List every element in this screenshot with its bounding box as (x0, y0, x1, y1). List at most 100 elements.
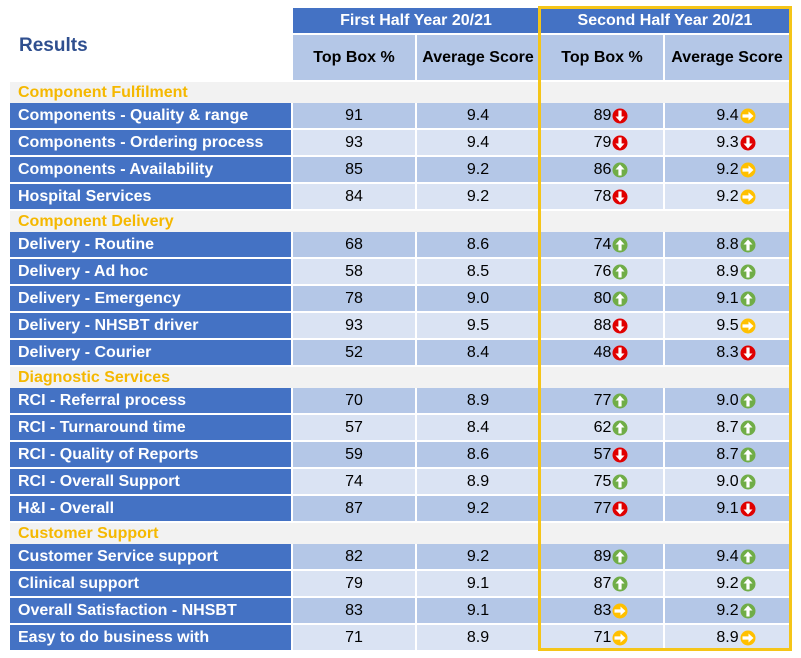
h2-top-box-cell-value: 80 (593, 289, 612, 307)
h1-average-score-cell: 8.9 (417, 388, 539, 413)
row-label: Delivery - Emergency (10, 286, 291, 311)
h1-top-box-cell: 78 (293, 286, 415, 311)
arrow-up-icon (612, 393, 628, 408)
h2-average-score-header: Average Score (665, 35, 789, 80)
h1-average-score-cell-value: 9.4 (466, 106, 490, 124)
page-title: Results (19, 35, 88, 56)
arrow-up-icon (740, 576, 756, 591)
h1-average-score-cell-value: 8.9 (466, 472, 490, 490)
row-label: Delivery - Routine (10, 232, 291, 257)
h1-average-score-cell: 9.2 (417, 544, 539, 569)
arrow-right-icon (740, 162, 756, 177)
h2-average-score-cell: 8.7 (665, 415, 789, 440)
h2-average-score-cell: 8.7 (665, 442, 789, 467)
arrow-down-icon (612, 501, 628, 516)
h2-top-box-cell-value: 76 (593, 262, 612, 280)
h1-top-box-cell: 79 (293, 571, 415, 596)
arrow-up-icon (740, 237, 756, 252)
row-label: Delivery - Courier (10, 340, 291, 365)
h2-top-box-cell-value: 71 (593, 628, 612, 646)
h2-average-score-cell: 9.4 (665, 544, 789, 569)
h1-average-score-cell-value: 8.6 (466, 235, 490, 253)
h2-average-score-cell-value: 9.0 (716, 472, 739, 490)
h1-top-box-cell: 93 (293, 130, 415, 155)
h2-top-box-cell: 75 (541, 469, 663, 494)
arrow-down-icon (612, 318, 628, 333)
h2-top-box-cell: 78 (541, 184, 663, 209)
h1-top-box-cell: 87 (293, 496, 415, 521)
h2-top-box-cell: 79 (541, 130, 663, 155)
h1-average-score-cell-value: 8.4 (466, 343, 490, 361)
h2-average-score-cell: 9.5 (665, 313, 789, 338)
row-label: Customer Service support (10, 544, 291, 569)
arrow-up-icon (740, 549, 756, 564)
h1-top-box-cell-value: 52 (345, 343, 363, 361)
h2-top-box-cell-value: 77 (593, 499, 612, 517)
arrow-down-icon (612, 345, 628, 360)
h2-top-box-cell: 83 (541, 598, 663, 623)
h1-top-box-cell: 58 (293, 259, 415, 284)
h2-top-box-cell: 71 (541, 625, 663, 650)
h2-top-box-cell-value: 74 (593, 235, 612, 253)
row-label: Components - Quality & range (10, 103, 291, 128)
h1-top-box-cell: 70 (293, 388, 415, 413)
arrow-right-icon (740, 318, 756, 333)
h2-top-box-cell-value: 87 (593, 574, 612, 592)
h2-average-score-cell: 9.4 (665, 103, 789, 128)
h2-average-score-cell-value: 9.2 (716, 187, 739, 205)
h2-top-box-cell: 77 (541, 388, 663, 413)
h2-average-score-cell-value: 9.0 (716, 391, 739, 409)
h1-top-box-cell: 93 (293, 313, 415, 338)
arrow-right-icon (740, 189, 756, 204)
h1-top-box-cell: 84 (293, 184, 415, 209)
h2-top-box-cell-value: 79 (593, 133, 612, 151)
section-title: Customer Support (18, 525, 159, 542)
row-label: Easy to do business with (10, 625, 291, 650)
h2-average-score-cell-value: 9.1 (716, 289, 739, 307)
h1-average-score-cell-value: 8.9 (466, 628, 490, 646)
h2-average-score-cell: 9.2 (665, 184, 789, 209)
h2-average-score-cell-value: 9.2 (716, 601, 739, 619)
h1-top-box-cell-value: 83 (345, 601, 363, 619)
arrow-down-icon (612, 189, 628, 204)
h1-average-score-cell-value: 9.1 (466, 601, 490, 619)
h1-average-score-cell-value: 9.2 (466, 547, 490, 565)
row-label: Hospital Services (10, 184, 291, 209)
h2-top-box-header: Top Box % (541, 35, 663, 80)
h2-average-score-cell: 9.1 (665, 496, 789, 521)
h2-top-box-cell: 87 (541, 571, 663, 596)
arrow-up-icon (612, 474, 628, 489)
h1-average-score-cell-value: 9.2 (466, 187, 490, 205)
h1-average-score-cell: 8.4 (417, 340, 539, 365)
row-label: RCI - Turnaround time (10, 415, 291, 440)
h1-average-score-header: Average Score (417, 35, 539, 80)
section-title: Component Delivery (18, 213, 174, 230)
h1-top-box-cell: 83 (293, 598, 415, 623)
h2-top-box-cell-value: 88 (593, 316, 612, 334)
h1-average-score-cell-value: 8.4 (466, 418, 490, 436)
row-label: RCI - Overall Support (10, 469, 291, 494)
h1-average-score-cell-value: 9.0 (466, 289, 490, 307)
section-header-row: Component Delivery (10, 211, 789, 232)
arrow-right-icon (612, 603, 628, 618)
h2-average-score-cell: 9.1 (665, 286, 789, 311)
h2-top-box-cell-value: 62 (593, 418, 612, 436)
h1-top-box-cell: 68 (293, 232, 415, 257)
arrow-up-icon (612, 264, 628, 279)
h2-average-score-cell-value: 9.1 (716, 499, 739, 517)
h2-average-score-cell-value: 8.7 (716, 418, 739, 436)
h2-top-box-cell: 74 (541, 232, 663, 257)
h2-top-box-cell-value: 75 (593, 472, 612, 490)
arrow-up-icon (740, 264, 756, 279)
arrow-down-icon (612, 135, 628, 150)
row-label: Components - Ordering process (10, 130, 291, 155)
h2-average-score-cell: 9.2 (665, 571, 789, 596)
h2-top-box-cell: 80 (541, 286, 663, 311)
h1-top-box-cell-value: 74 (345, 472, 363, 490)
h1-top-box-cell-value: 87 (345, 499, 363, 517)
h1-top-box-cell-value: 57 (345, 418, 363, 436)
h2-average-score-cell: 9.0 (665, 388, 789, 413)
h2-average-score-cell-value: 8.3 (716, 343, 739, 361)
h1-top-box-cell-value: 68 (345, 235, 363, 253)
h2-average-score-cell-value: 9.4 (716, 106, 739, 124)
